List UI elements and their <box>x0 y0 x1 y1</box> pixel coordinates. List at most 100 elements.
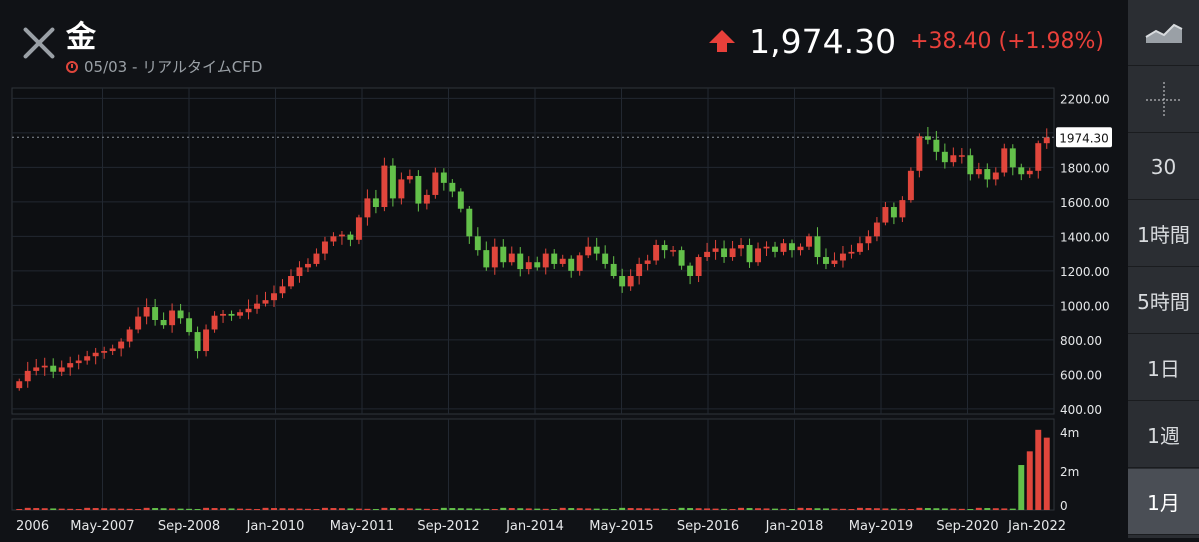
volume-bar <box>933 508 940 510</box>
timeframe-button-6[interactable]: 1週 <box>1128 402 1199 468</box>
volume-bar <box>924 508 931 510</box>
volume-bar <box>304 508 311 510</box>
candle-body <box>899 200 906 218</box>
volume-bar <box>41 508 48 510</box>
volume-bar <box>551 509 558 511</box>
candle-body <box>288 276 294 287</box>
timeframe-button-4[interactable]: 5時間 <box>1128 268 1199 334</box>
candle-body <box>50 365 57 372</box>
chart-area[interactable]: 2200.002000.001800.001600.001400.001200.… <box>0 86 1128 538</box>
timeframe-button-7[interactable]: 1月 <box>1128 469 1199 535</box>
volume-bar <box>169 508 176 510</box>
volume-bar <box>355 508 362 510</box>
candle-body <box>1026 170 1033 175</box>
price-change: +38.40 (+1.98%) <box>910 29 1104 54</box>
y-tick-label: 1200.00 <box>1060 265 1110 279</box>
timeframe-button-5[interactable]: 1日 <box>1128 335 1199 401</box>
candle-body <box>610 263 617 277</box>
volume-bar <box>491 509 498 511</box>
volume-bar <box>330 508 337 510</box>
volume-bar <box>661 508 668 510</box>
candle-body <box>152 307 159 320</box>
close-icon[interactable] <box>22 26 56 60</box>
volume-bar <box>118 508 125 510</box>
candle-body <box>449 182 456 192</box>
y-tick-label: 1000.00 <box>1060 299 1110 313</box>
candle-body <box>559 258 566 264</box>
volume-tick-label: 4m <box>1060 426 1079 440</box>
candle-body <box>211 315 218 330</box>
volume-bar <box>992 508 999 510</box>
volume-bar <box>653 508 660 510</box>
candles <box>16 126 1050 391</box>
timeframe-button-3[interactable]: 1時間 <box>1128 201 1199 267</box>
volume-bar <box>822 508 829 510</box>
candle-body <box>160 319 167 326</box>
last-price-tag-text: 1974.30 <box>1059 131 1109 145</box>
volume-bar <box>619 507 626 510</box>
candle-body <box>491 246 498 268</box>
candle-body <box>890 207 897 218</box>
x-tick-label: May-2007 <box>70 519 134 534</box>
candle-body <box>296 267 303 277</box>
volume-bar <box>678 507 685 510</box>
timeframe-label: 1日 <box>1147 357 1180 381</box>
volume-bar <box>500 507 507 510</box>
candle-body <box>304 263 311 268</box>
volume-bar <box>372 509 379 511</box>
volume-bar <box>288 508 294 510</box>
timeframe-label: 1週 <box>1147 424 1180 448</box>
volume-bar <box>534 508 541 510</box>
volume-bar <box>152 508 159 510</box>
x-tick-label: 2006 <box>16 519 49 534</box>
candle-body <box>109 348 116 352</box>
volume-bar <box>636 508 643 510</box>
y-tick-label: 1600.00 <box>1060 196 1110 210</box>
candle-body <box>1035 143 1042 171</box>
timeframe-label: 1時間 <box>1137 223 1190 247</box>
candle-body <box>254 303 260 309</box>
volume-bar <box>958 508 965 510</box>
volume-bar <box>254 509 260 511</box>
timeframe-label: 1月 <box>1147 491 1180 515</box>
volume-bar <box>517 508 524 510</box>
volume-tick-label: 2m <box>1060 465 1079 479</box>
candle-body <box>517 253 524 270</box>
volume-bar <box>50 508 57 510</box>
candle-body <box>568 258 575 271</box>
volume-bar <box>763 508 770 510</box>
candle-body <box>330 236 337 242</box>
price-chart[interactable]: 2200.002000.001800.001600.001400.001200.… <box>0 86 1128 538</box>
volume-bar <box>755 508 762 510</box>
candle-body <box>907 170 914 201</box>
candle-body <box>321 241 328 254</box>
volume-bar <box>1018 465 1025 510</box>
candle-body <box>347 234 354 240</box>
timeframe-button-2[interactable]: 30 <box>1128 134 1199 200</box>
volume-bar <box>865 508 872 510</box>
candle-body <box>627 276 634 287</box>
candle-body <box>814 236 821 258</box>
candle-body <box>338 234 345 237</box>
candle-body <box>364 198 371 218</box>
volume-bar <box>364 508 371 510</box>
volume-bar <box>58 508 65 510</box>
candle-body <box>118 341 125 349</box>
volume-bar <box>271 508 277 510</box>
candle-body <box>704 251 711 258</box>
candle-body <box>457 191 464 209</box>
candle-body <box>822 257 829 264</box>
volume-bar <box>457 508 464 510</box>
instrument-title: 金 <box>66 20 96 55</box>
candle-body <box>389 165 396 199</box>
volume-bar <box>738 507 745 510</box>
volume-bar <box>33 508 40 510</box>
candle-body <box>440 172 447 183</box>
chart-type-button[interactable] <box>1128 0 1199 66</box>
candle-body <box>644 260 651 264</box>
crosshair-button[interactable] <box>1128 67 1199 133</box>
x-tick-label: May-2011 <box>330 519 394 534</box>
candle-body <box>670 250 677 252</box>
x-tick-label: Jan-2010 <box>246 519 305 534</box>
area-chart-icon <box>1144 23 1182 43</box>
